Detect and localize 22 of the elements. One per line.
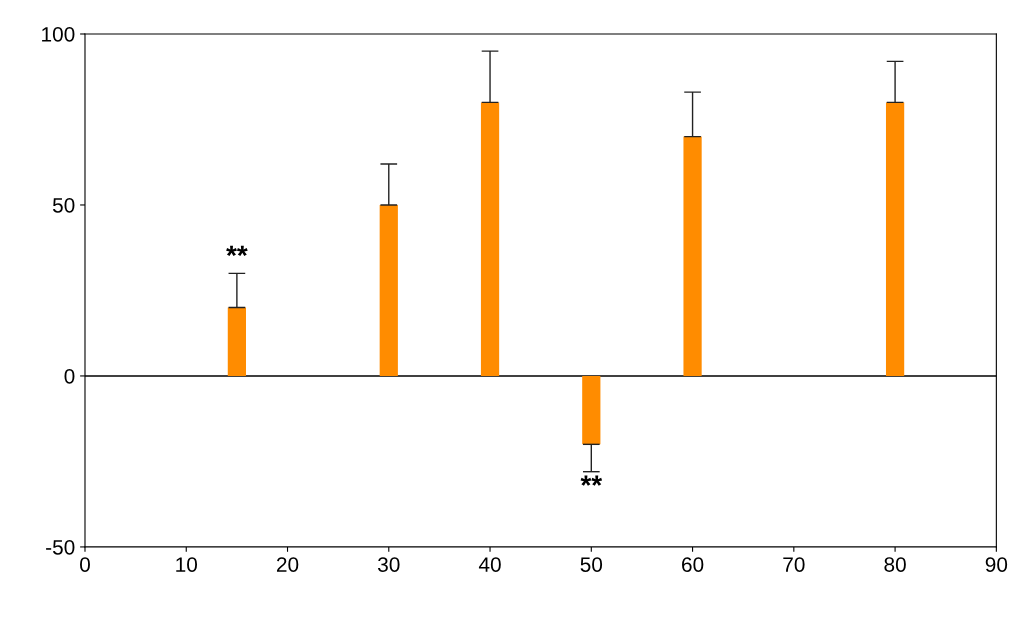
x-tick-label: 80: [884, 557, 906, 572]
annotation: **: [580, 475, 603, 486]
bar: [379, 204, 398, 376]
y-tick-label: 0: [64, 368, 75, 384]
x-tick-label: 40: [478, 557, 501, 572]
x-tick-label: 70: [783, 557, 805, 572]
x-tick-label: 90: [985, 557, 1008, 572]
bar: [885, 102, 905, 376]
x-tick-label: 60: [682, 557, 704, 572]
bar: [582, 375, 601, 445]
x-tick-label: 30: [377, 557, 400, 572]
bar: [683, 136, 702, 376]
x-tick-label: 50: [580, 557, 603, 572]
y-tick-label: -50: [46, 539, 75, 555]
x-tick-label: 10: [176, 557, 198, 572]
x-tick-label: 0: [80, 557, 90, 572]
x-tick-label: 20: [276, 557, 299, 572]
bar: [227, 307, 246, 376]
y-tick-label: 50: [52, 197, 75, 213]
annotation: **: [226, 245, 248, 257]
y-tick-label: 100: [42, 26, 75, 42]
bar: [480, 102, 500, 376]
